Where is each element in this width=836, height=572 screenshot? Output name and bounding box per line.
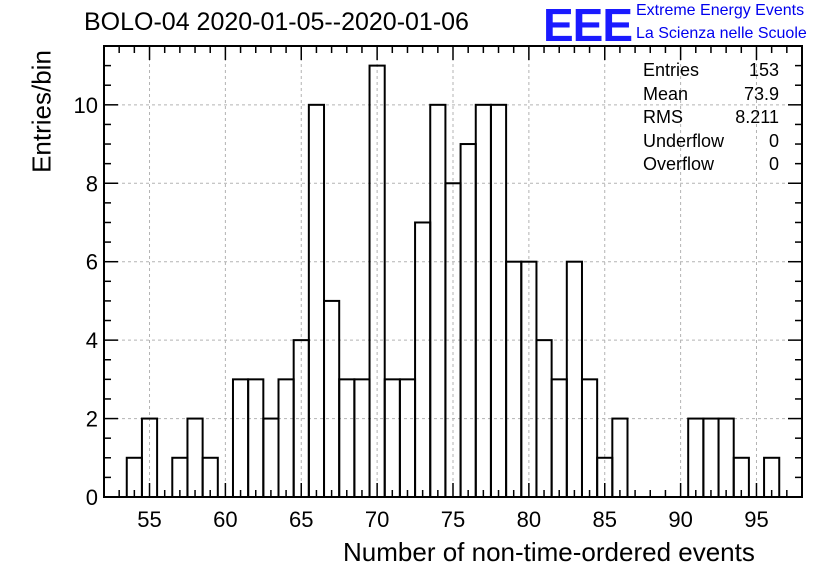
histogram-bar xyxy=(717,417,735,498)
stat-overflow: Overflow 0 xyxy=(643,153,779,177)
histogram-bar xyxy=(565,260,583,498)
y-tick-label: 2 xyxy=(86,407,98,432)
histogram-bar xyxy=(323,299,341,499)
x-axis-label: Number of non-time-ordered events xyxy=(343,537,755,567)
histogram-bar xyxy=(277,378,295,499)
y-tick-label: 0 xyxy=(86,485,98,510)
histogram-bar xyxy=(398,378,417,499)
stat-value: 153 xyxy=(748,60,779,80)
x-tick-label: 70 xyxy=(365,507,389,532)
y-tick-label: 8 xyxy=(86,171,98,196)
chart-title: BOLO-04 2020-01-05--2020-01-06 xyxy=(84,8,469,36)
stat-underflow: Underflow 0 xyxy=(643,130,779,154)
histogram-bar xyxy=(307,103,326,499)
y-axis-label: Entries/bin xyxy=(26,50,57,173)
histogram-bar xyxy=(338,378,356,499)
stat-mean: Mean 73.9 xyxy=(643,83,779,107)
stat-label: Overflow xyxy=(643,154,715,174)
logo-line-2: La Scienza nelle Scuole xyxy=(636,25,807,42)
histogram-bar xyxy=(353,378,371,499)
histogram-bar xyxy=(702,417,720,498)
logo-line-1: Extreme Energy Events xyxy=(636,2,805,19)
histogram-bar xyxy=(429,103,447,499)
stat-value: 0 xyxy=(768,130,779,151)
x-tick-label: 55 xyxy=(137,507,161,532)
histogram-bar xyxy=(489,103,508,499)
histogram-bar xyxy=(550,378,568,499)
x-tick-label: 95 xyxy=(744,507,768,532)
tick-labels: 55 60 65 70 75 80 85 90 95 0 2 4 6 8 10 xyxy=(74,93,769,532)
histogram-bar xyxy=(247,378,265,499)
stat-value: 0 xyxy=(768,154,779,174)
y-tick-label: 4 xyxy=(86,328,98,353)
stat-entries: Entries 153 xyxy=(643,59,779,83)
stat-label: RMS xyxy=(643,107,683,127)
stat-rms: RMS 8.211 xyxy=(643,106,779,130)
y-tick-label: 10 xyxy=(74,93,98,118)
histogram-bar xyxy=(459,143,477,498)
x-tick-label: 85 xyxy=(592,507,616,532)
stat-label: Entries xyxy=(643,60,700,80)
histogram-bar xyxy=(611,417,629,498)
x-tick-label: 65 xyxy=(289,507,313,532)
x-tick-label: 60 xyxy=(213,507,237,532)
stat-label: Mean xyxy=(643,83,689,104)
histogram-bar xyxy=(505,260,523,498)
x-tick-label: 80 xyxy=(517,507,541,532)
histogram-bar xyxy=(687,417,705,498)
tick-marks xyxy=(103,45,803,498)
histogram-bar xyxy=(580,378,599,499)
stat-label: Underflow xyxy=(643,130,725,151)
histogram-bar xyxy=(414,221,432,498)
stat-value: 8.211 xyxy=(735,107,779,127)
histogram-bar xyxy=(231,378,250,499)
histogram-bar xyxy=(262,417,280,498)
histogram-bar xyxy=(186,417,204,498)
x-tick-label: 75 xyxy=(441,507,465,532)
x-tick-label: 90 xyxy=(668,507,692,532)
histogram-bar xyxy=(383,378,401,499)
eee-logo: EEE xyxy=(543,0,633,51)
stat-value: 73.9 xyxy=(743,83,779,104)
y-tick-label: 6 xyxy=(86,250,98,275)
stats-box: Entries 153 Mean 73.9 RMS 8.211 Underflo… xyxy=(643,59,779,177)
histogram-bar xyxy=(474,103,492,499)
